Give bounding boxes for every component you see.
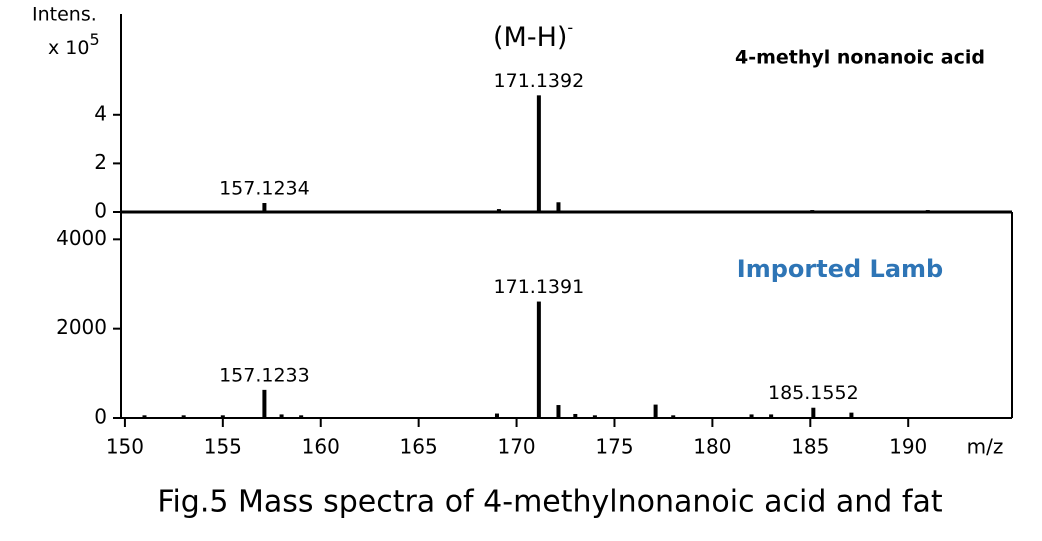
peak	[181, 415, 186, 418]
x-tick-label: 165	[400, 435, 438, 459]
annotation-base: (M-H)	[493, 22, 567, 53]
peak	[142, 415, 147, 418]
peak	[494, 413, 499, 418]
y-tick-label: 0	[94, 405, 107, 429]
peak-label: 157.1234	[219, 178, 310, 200]
x-tick-label: 190	[889, 435, 927, 459]
panel-title: Imported Lamb	[737, 255, 943, 283]
x-tick-label: 175	[595, 435, 633, 459]
x-tick-label: 170	[497, 435, 535, 459]
peak	[279, 414, 284, 418]
y-tick-label: 4000	[56, 226, 107, 250]
peak	[556, 405, 561, 418]
peak	[536, 95, 541, 212]
x-label: m/z	[967, 435, 1004, 459]
peak-label: 171.1392	[494, 70, 585, 92]
peak	[536, 301, 541, 418]
peak	[925, 210, 930, 212]
panel-title: 4-methyl nonanoic acid	[735, 47, 985, 69]
peak	[653, 404, 658, 418]
y-tick-label: 2	[94, 150, 107, 174]
y-tick-label: 4	[94, 101, 107, 125]
caption: Fig.5 Mass spectra of 4-methylnonanoic a…	[157, 485, 942, 520]
y-tick-label: 0	[94, 199, 107, 223]
peak	[299, 415, 304, 418]
y-label: Intens.	[32, 4, 97, 26]
x-tick-label: 180	[693, 435, 731, 459]
y-unit-base: x 10	[48, 37, 89, 59]
annotation-superscript: -	[567, 18, 573, 37]
annotation: (M-H)-	[493, 18, 573, 53]
y-tick-label: 2000	[56, 315, 107, 339]
peak	[849, 412, 854, 418]
peak-label: 171.1391	[494, 276, 585, 298]
x-tick-label: 185	[791, 435, 829, 459]
peak	[220, 415, 225, 418]
peak	[573, 413, 578, 418]
peak	[592, 415, 597, 418]
peak	[262, 389, 267, 418]
peak	[671, 415, 676, 418]
peak	[496, 209, 501, 212]
peak-label: 157.1233	[219, 364, 310, 386]
y-unit: x 105	[48, 30, 100, 59]
x-tick-label: 155	[204, 435, 242, 459]
peak	[262, 203, 267, 212]
y-unit-exponent: 5	[89, 30, 99, 49]
peak	[810, 210, 815, 212]
peak	[811, 407, 816, 418]
x-tick-label: 150	[106, 435, 144, 459]
x-tick-label: 160	[302, 435, 340, 459]
peak	[769, 414, 774, 418]
peak-label: 185.1552	[768, 382, 859, 404]
peak	[556, 202, 561, 212]
peak	[749, 414, 754, 418]
